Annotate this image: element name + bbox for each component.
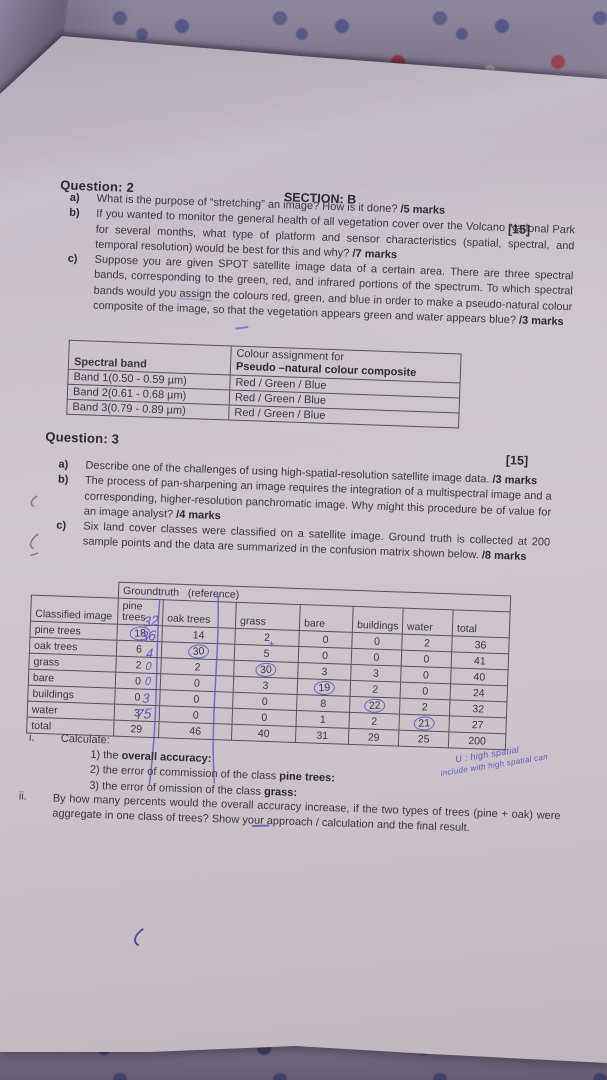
handwritten-number: 36 (140, 626, 157, 645)
item-marks: /3 marks (492, 473, 538, 488)
spectral-band-table: Spectral band Colour assignment for Pseu… (66, 340, 462, 429)
handwritten-circle: 19 (313, 679, 335, 695)
part-ii-roman: ii. (18, 790, 28, 803)
handwritten-number: 75 (135, 704, 152, 723)
col-header: total (452, 609, 511, 638)
col-header: oak trees (162, 599, 237, 629)
handwritten-circle: 22 (363, 697, 386, 713)
handwritten-circle: 30 (187, 643, 209, 659)
handwritten-number: 4 (145, 645, 154, 662)
confusion-matrix-table: Groundtruth (reference) Classified image… (26, 579, 511, 751)
calc-roman: i. (28, 731, 35, 744)
question-2-items: a) What is the purpose of “stretching” a… (66, 191, 576, 331)
item-label: b) (69, 207, 80, 220)
item-marks: /5 marks (400, 203, 446, 217)
question-3-items: a) Describe one of the challenges of usi… (56, 458, 553, 567)
col-header: buildings (352, 606, 404, 635)
handwritten-plus-mark: + (268, 638, 275, 651)
col-header: water (402, 608, 454, 636)
item-label: a) (58, 458, 69, 471)
handwritten-circle: 30 (255, 661, 277, 677)
item-label: b) (57, 473, 69, 487)
handwritten-number: 0 (144, 675, 152, 689)
item-marks: /8 marks (481, 549, 527, 564)
margin-pencil-marks (29, 495, 39, 557)
item-label: c) (56, 519, 67, 533)
item-marks: /3 marks (518, 314, 564, 329)
handwritten-number: 0 (145, 660, 152, 674)
item-label: c) (67, 252, 78, 266)
calc-label: Calculate: (60, 732, 111, 747)
stray-pen-squiggle (134, 928, 144, 947)
col-header: bare (299, 604, 354, 633)
handwritten-circle: 21 (413, 715, 436, 731)
question-3-total-marks: [15] (505, 453, 529, 468)
col-header: grass (235, 602, 301, 631)
handwritten-number: 3 (142, 690, 150, 707)
question-3-title: Question: 3 (45, 429, 120, 447)
item-marks: /7 marks (352, 247, 398, 262)
corner-header: Classified image (30, 595, 119, 625)
item-marks: /4 marks (175, 508, 221, 523)
pen-mark-image (235, 325, 249, 330)
item-label: a) (69, 191, 80, 205)
